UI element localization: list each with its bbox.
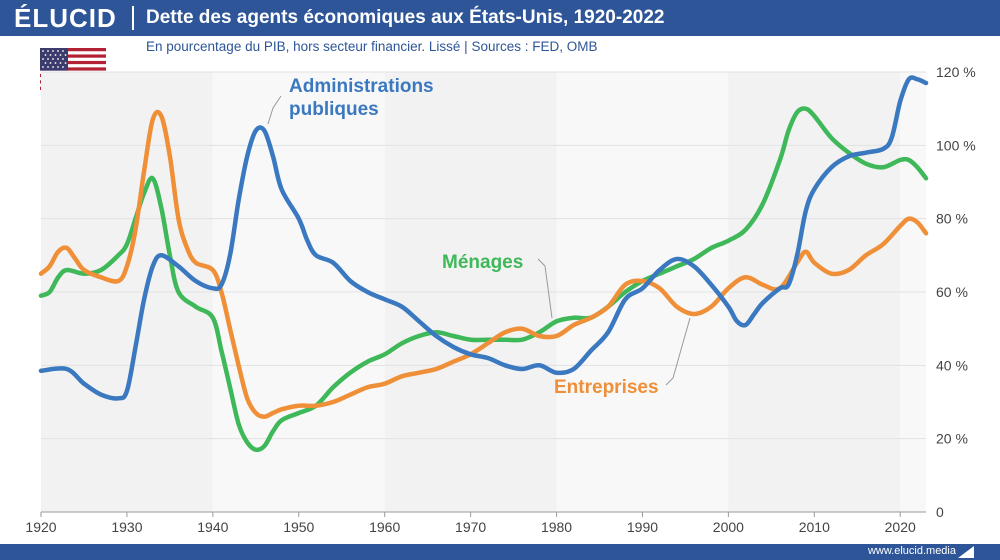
x-tick-labels: 1920 1930 1940 1950 1960 1970 1980 1990 2000 2010… [25, 512, 916, 535]
leader-administrations [267, 95, 282, 125]
series-line-administrations-publiques [38, 75, 929, 401]
x-tick-label: 1970 [455, 519, 486, 535]
y-tick-label: 100 % [936, 137, 976, 153]
header-divider [132, 6, 134, 30]
annotation-entreprises: Entreprises [554, 377, 659, 398]
x-tick-label: 2000 [713, 519, 744, 535]
series-line-menages [38, 106, 929, 453]
x-tick-label: 1930 [111, 519, 142, 535]
x-tick-label: 1960 [369, 519, 400, 535]
x-tick-label: 2020 [885, 519, 916, 535]
annotation-administrations-publiques: publiques [289, 99, 379, 120]
x-tick-label: 1920 [25, 519, 56, 535]
x-tick-label: 2010 [799, 519, 830, 535]
x-tick-label: 1990 [627, 519, 658, 535]
y-tick-label: 20 % [936, 431, 968, 447]
annotation-administrations-publiques: Administrations [289, 76, 434, 97]
x-tick-label: 1950 [283, 519, 314, 535]
y-tick-label: 120 % [936, 64, 976, 80]
footer-bar [0, 544, 1000, 560]
series-lines [38, 75, 929, 453]
y-tick-labels: 0 20 % 40 % 60 % 80 % 100 % 120 % [936, 64, 976, 520]
chart-title: Dette des agents économiques aux États-U… [146, 7, 665, 28]
y-gridlines [41, 71, 926, 440]
brand-logo: ÉLUCID [14, 3, 117, 33]
chart-subtitle: En pourcentage du PIB, hors secteur fina… [146, 39, 598, 54]
annotation-menages: Ménages [442, 252, 523, 273]
leader-menages [537, 258, 553, 319]
footer-url: www.elucid.media [867, 545, 956, 557]
leader-entreprises [665, 317, 691, 386]
y-tick-label: 80 % [936, 211, 968, 227]
brand-arrow-icon [958, 546, 974, 558]
x-tick-label: 1980 [541, 519, 572, 535]
y-tick-label: 0 [936, 504, 944, 520]
y-tick-label: 40 % [936, 357, 968, 373]
x-tick-label: 1940 [197, 519, 228, 535]
y-tick-label: 60 % [936, 284, 968, 300]
header-bar [0, 0, 1000, 36]
